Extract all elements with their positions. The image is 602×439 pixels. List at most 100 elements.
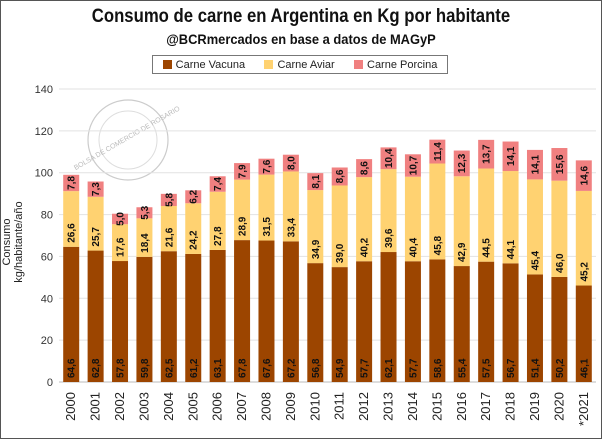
bar-vacuna: [526, 274, 543, 382]
bar-porcina: [478, 139, 495, 169]
bar-aviar: [160, 205, 177, 252]
y-tick-label: 120: [35, 126, 53, 138]
bar-aviar: [185, 203, 202, 254]
bar-aviar: [331, 185, 348, 268]
bar-porcina: [185, 190, 202, 204]
bar-vacuna: [87, 250, 104, 382]
y-tick-label: 20: [41, 335, 53, 347]
bar-vacuna: [356, 261, 373, 382]
bar-aviar: [234, 179, 251, 241]
data-label: 26,6: [67, 223, 78, 243]
data-label: 46,1: [579, 358, 590, 378]
data-label: 7,8: [67, 176, 78, 190]
bar-vacuna: [502, 263, 519, 382]
bar-porcina: [453, 150, 470, 177]
x-tick-label: 2001: [88, 392, 103, 421]
bar-vacuna: [551, 276, 568, 382]
legend-item-aviar: Carne Aviar: [264, 59, 335, 71]
bar-aviar: [404, 176, 421, 262]
data-label: 7,6: [262, 159, 273, 173]
bar-aviar: [526, 179, 543, 275]
data-label: 7,4: [213, 177, 224, 191]
x-tick-label: 2000: [63, 392, 78, 421]
data-label: 39,6: [384, 228, 395, 248]
data-label: 51,4: [530, 358, 541, 378]
bar-aviar: [478, 168, 495, 262]
bar-aviar: [258, 174, 275, 241]
data-label: 21,6: [164, 227, 175, 247]
data-label: 57,5: [482, 358, 493, 378]
data-label: 6,2: [189, 189, 200, 203]
bar-porcina: [112, 213, 129, 225]
bar-porcina: [526, 149, 543, 180]
bar-aviar: [453, 176, 470, 267]
bar-aviar: [87, 196, 104, 251]
data-label: 57,7: [408, 358, 419, 378]
data-label: 58,6: [433, 358, 444, 378]
bar-porcina: [258, 158, 275, 175]
data-label: 8,0: [286, 156, 297, 170]
chart-title: Consumo de carne en Argentina en Kg por …: [91, 6, 511, 27]
legend-item-porcina: Carne Porcina: [354, 59, 437, 71]
legend-label: Carne Porcina: [367, 58, 438, 71]
y-tick-label: 100: [35, 168, 53, 180]
data-label: 64,6: [67, 358, 78, 378]
bar-vacuna: [209, 249, 226, 382]
data-label: 40,2: [360, 237, 371, 257]
bar-vacuna: [258, 240, 275, 382]
bar-aviar: [307, 190, 324, 264]
data-label: 55,4: [457, 358, 468, 378]
bar-vacuna: [282, 241, 299, 382]
bar-vacuna: [136, 256, 153, 382]
bar-porcina: [502, 141, 519, 172]
x-tick-label: 2012: [356, 392, 371, 421]
bar-vacuna: [160, 251, 177, 382]
data-label: 62,1: [384, 358, 395, 378]
x-tick-label: 2018: [503, 392, 518, 421]
bar-aviar: [502, 171, 519, 264]
legend-item-vacuna: Carne Vacuna: [162, 59, 245, 71]
bar-porcina: [575, 160, 592, 191]
data-label: 34,9: [311, 239, 322, 259]
bar-aviar: [429, 163, 446, 260]
x-tick-label: 2004: [161, 392, 176, 421]
data-label: 56,7: [506, 358, 517, 378]
x-tick-label: *2021: [576, 392, 591, 426]
data-label: 67,6: [262, 358, 273, 378]
data-label: 33,4: [286, 217, 297, 237]
bar-porcina: [87, 181, 104, 197]
bar-vacuna: [307, 263, 324, 382]
bar-porcina: [551, 148, 568, 181]
bar-porcina: [160, 193, 177, 206]
x-tick-label: 2008: [258, 392, 273, 421]
data-label: 44,5: [482, 238, 493, 258]
bar-aviar: [112, 224, 129, 262]
x-tick-label: 2019: [527, 392, 542, 421]
legend-swatch: [162, 60, 172, 69]
data-label: 24,2: [189, 230, 200, 250]
x-tick-label: 2005: [185, 392, 200, 421]
bar-porcina: [234, 163, 251, 180]
bar-aviar: [136, 218, 153, 257]
watermark-seal-inner: [98, 110, 158, 170]
data-label: 7,9: [238, 164, 249, 178]
bar-vacuna: [112, 261, 129, 382]
data-label: 14,6: [579, 165, 590, 185]
bar-vacuna: [575, 285, 592, 382]
bar-porcina: [136, 207, 153, 219]
data-label: 67,2: [286, 358, 297, 378]
data-label: 8,6: [335, 169, 346, 183]
data-label: 5,8: [164, 193, 175, 207]
bar-vacuna: [331, 267, 348, 382]
data-label: 5,3: [140, 205, 151, 219]
data-label: 8,6: [360, 161, 371, 175]
data-label: 62,8: [91, 358, 102, 378]
data-label: 15,6: [555, 154, 566, 174]
data-label: 57,7: [360, 358, 371, 378]
data-label: 62,5: [164, 358, 175, 378]
data-label: 31,5: [262, 217, 273, 237]
x-tick-label: 2016: [454, 392, 469, 421]
data-label: 46,0: [555, 253, 566, 273]
y-tick-label: 60: [41, 251, 53, 263]
